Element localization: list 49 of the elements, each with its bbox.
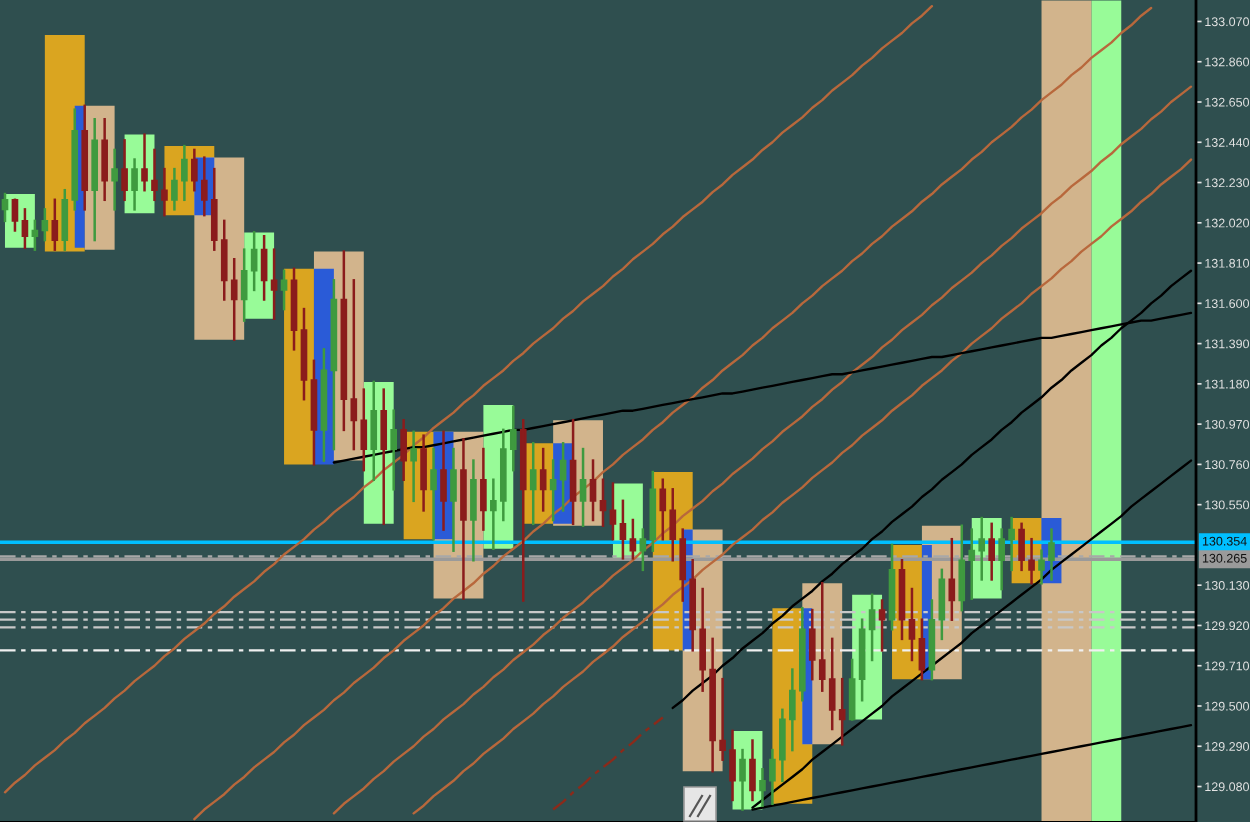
candlestick [101,118,108,202]
candlestick [121,139,128,202]
candlestick [559,442,567,512]
line-series [412,158,1193,815]
candlestick [51,198,59,251]
candlestick [420,434,427,512]
candlestick [430,447,437,541]
line-series [551,716,664,811]
candlestick [450,447,457,552]
candlestick [131,158,138,211]
candlestick [380,388,388,526]
candlestick [1,192,9,223]
candlestick [480,447,487,531]
candlestick [619,499,627,560]
candlestick [868,593,876,662]
candlestick [11,198,19,232]
line-series [332,85,1193,815]
candlestick [410,430,417,503]
candlestick [599,478,607,528]
candlestick [629,518,637,560]
candlestick [908,587,916,662]
candlestick [848,658,856,721]
candlestick [878,599,886,652]
candlestick [41,208,49,242]
line-series [3,4,934,794]
candlestick [21,208,29,249]
candlestick [948,537,956,621]
candlestick [440,430,447,531]
candlestick [370,380,378,481]
candlestick [270,248,278,320]
candlestick [111,148,118,211]
candlestick [739,748,746,811]
candlestick [569,419,577,526]
candlestick [549,459,557,522]
candlestick [529,442,537,526]
line-series [193,6,1153,821]
candlestick [589,459,597,522]
candlestick [609,482,617,541]
candlestick [988,522,996,581]
candlestick [539,447,547,512]
candlestick [749,739,756,802]
candlestick [280,269,288,311]
candlestick [938,568,946,641]
candlestick [390,409,398,491]
candlestick [579,447,587,528]
candlestick [400,419,407,481]
candlestick [918,618,926,681]
candlestick [260,234,268,301]
candlestick [470,459,477,562]
